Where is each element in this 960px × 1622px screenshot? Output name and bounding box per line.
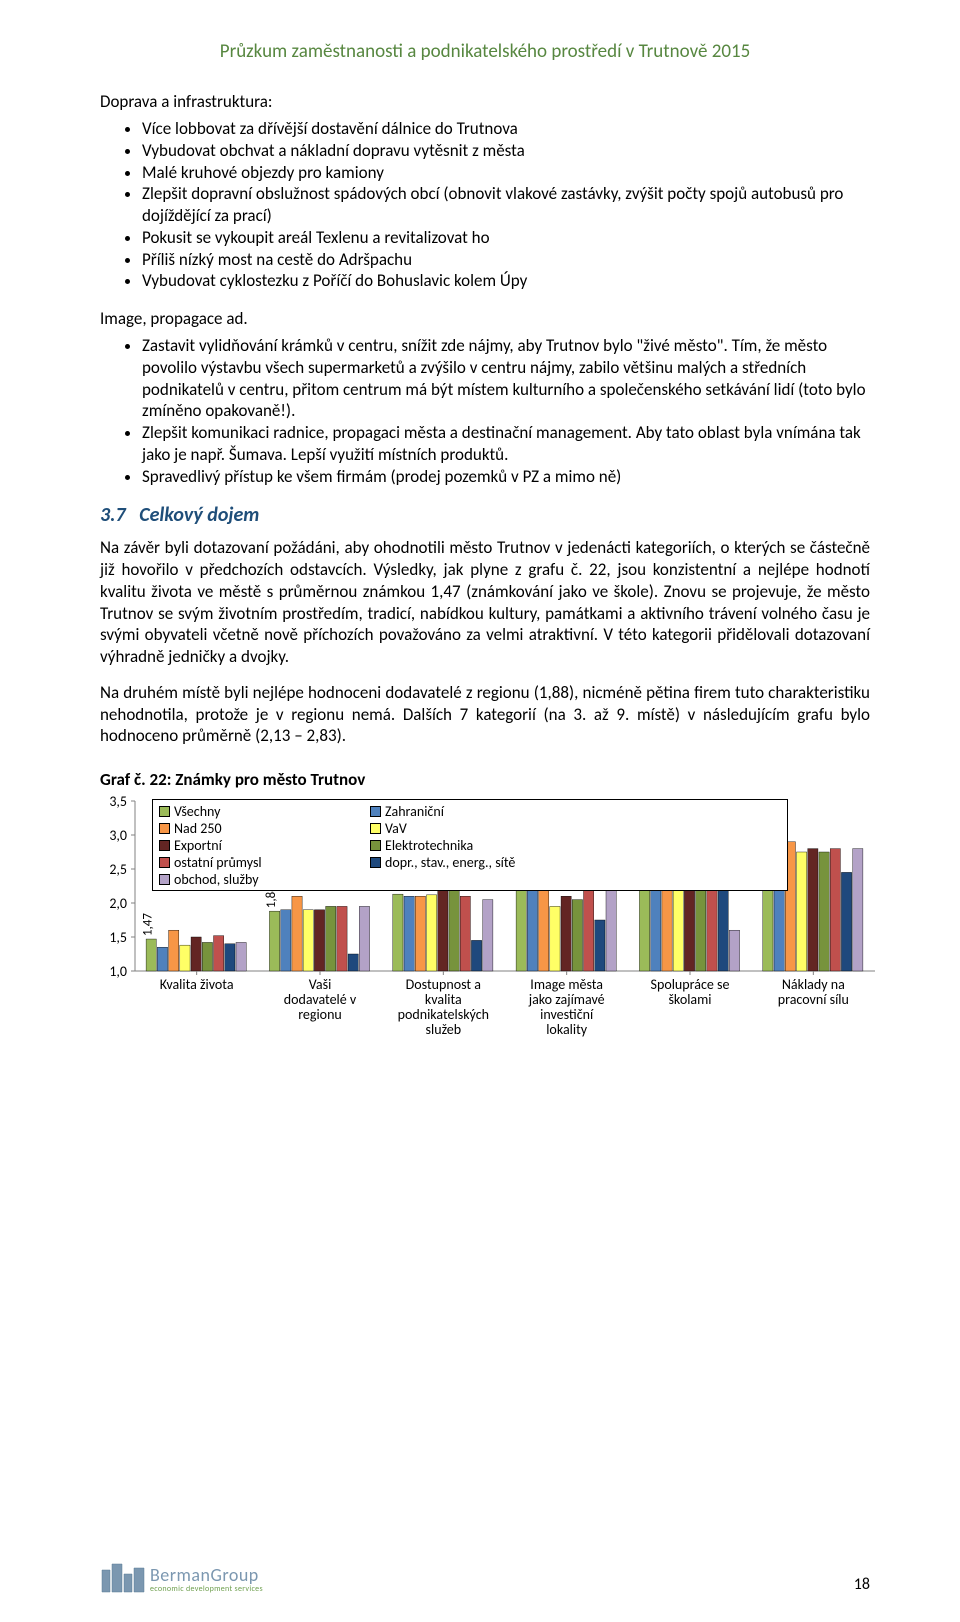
list-item: Příliš nízký most na cestě do Adršpachu xyxy=(142,249,870,271)
list-item: Vybudovat cyklostezku z Poříčí do Bohusl… xyxy=(142,270,870,292)
section-image-title: Image, propagace ad. xyxy=(100,308,870,329)
svg-text:školami: školami xyxy=(668,991,711,1008)
para-1: Na závěr byli dotazovaní požádáni, aby o… xyxy=(100,537,870,668)
section-doprava-title: Doprava a infrastruktura: xyxy=(100,91,870,112)
image-list: Zastavit vylidňování krámků v centru, sn… xyxy=(100,335,870,487)
legend-item: Nad 250 xyxy=(159,820,364,837)
legend-label: Zahraniční xyxy=(385,803,444,820)
legend-label: Všechny xyxy=(174,803,220,820)
legend-item: Zahraniční xyxy=(370,803,575,820)
legend-item: obchod, služby xyxy=(159,871,364,888)
page-header: Průzkum zaměstnanosti a podnikatelského … xyxy=(100,40,870,63)
legend-swatch-icon xyxy=(159,823,170,834)
legend-label: ostatní průmysl xyxy=(174,854,262,871)
legend-swatch-icon xyxy=(370,857,381,868)
legend-swatch-icon xyxy=(159,857,170,868)
para-2: Na druhém místě byli nejlépe hodnoceni d… xyxy=(100,682,870,747)
legend-item: dopr., stav., energ., sítě xyxy=(370,854,575,871)
list-item: Zlepšit komunikaci radnice, propagaci mě… xyxy=(142,422,870,466)
heading-3-7: 3.7 Celkový dojem xyxy=(100,503,870,527)
page-number: 18 xyxy=(854,1575,870,1594)
svg-text:lokality: lokality xyxy=(546,1021,588,1038)
legend-label: obchod, služby xyxy=(174,871,259,888)
list-item: Zastavit vylidňování krámků v centru, sn… xyxy=(142,335,870,422)
legend-item: Všechny xyxy=(159,803,364,820)
legend-swatch-icon xyxy=(370,823,381,834)
legend-label: Exportní xyxy=(174,837,222,854)
legend-swatch-icon xyxy=(370,840,381,851)
svg-text:pracovní sílu: pracovní sílu xyxy=(778,991,849,1008)
svg-text:2,5: 2,5 xyxy=(109,861,127,878)
legend-swatch-icon xyxy=(159,806,170,817)
logo-mark-icon xyxy=(100,1560,146,1594)
legend-label: Elektrotechnika xyxy=(385,837,473,854)
legend-swatch-icon xyxy=(370,806,381,817)
svg-text:služeb: služeb xyxy=(426,1021,462,1038)
page-footer: BermanGroup economic development service… xyxy=(100,1560,870,1594)
list-item: Spravedlivý přístup ke všem firmám (prod… xyxy=(142,466,870,488)
svg-text:3,5: 3,5 xyxy=(109,796,127,810)
doprava-list: Více lobbovat za dřívější dostavění dáln… xyxy=(100,118,870,292)
list-item: Více lobbovat za dřívější dostavění dáln… xyxy=(142,118,870,140)
svg-text:regionu: regionu xyxy=(298,1006,342,1023)
legend-item: ostatní průmysl xyxy=(159,854,364,871)
legend-swatch-icon xyxy=(159,874,170,885)
svg-text:1,47: 1,47 xyxy=(141,913,156,936)
svg-text:1,0: 1,0 xyxy=(109,963,127,980)
graf-22-title: Graf č. 22: Známky pro město Trutnov xyxy=(100,769,870,790)
logo-name: BermanGroup xyxy=(150,1564,263,1586)
list-item: Malé kruhové objezdy pro kamiony xyxy=(142,162,870,184)
logo: BermanGroup economic development service… xyxy=(100,1560,263,1594)
legend-item: Exportní xyxy=(159,837,364,854)
svg-text:2,0: 2,0 xyxy=(109,895,127,912)
list-item: Pokusit se vykoupit areál Texlenu a revi… xyxy=(142,227,870,249)
graf-22-legend: Všechny Zahraniční Nad 250 VaV Exportní Elekt… xyxy=(152,799,788,891)
legend-item: Elektrotechnika xyxy=(370,837,575,854)
legend-item: VaV xyxy=(370,820,575,837)
svg-text:3,0: 3,0 xyxy=(109,827,127,844)
graf-22-chart: 1,01,52,02,53,03,5Kvalita životaVašidoda… xyxy=(90,796,880,1056)
logo-sub: economic development services xyxy=(150,1584,263,1594)
legend-swatch-icon xyxy=(159,840,170,851)
heading-3-7-txt: Celkový dojem xyxy=(139,503,259,527)
heading-3-7-num: 3.7 xyxy=(100,503,126,527)
svg-text:1,5: 1,5 xyxy=(109,929,127,946)
legend-label: dopr., stav., energ., sítě xyxy=(385,854,515,871)
legend-label: Nad 250 xyxy=(174,820,222,837)
legend-label: VaV xyxy=(385,820,407,837)
list-item: Zlepšit dopravní obslužnost spádových ob… xyxy=(142,183,870,227)
list-item: Vybudovat obchvat a nákladní dopravu vyt… xyxy=(142,140,870,162)
svg-text:Kvalita života: Kvalita života xyxy=(160,976,234,993)
